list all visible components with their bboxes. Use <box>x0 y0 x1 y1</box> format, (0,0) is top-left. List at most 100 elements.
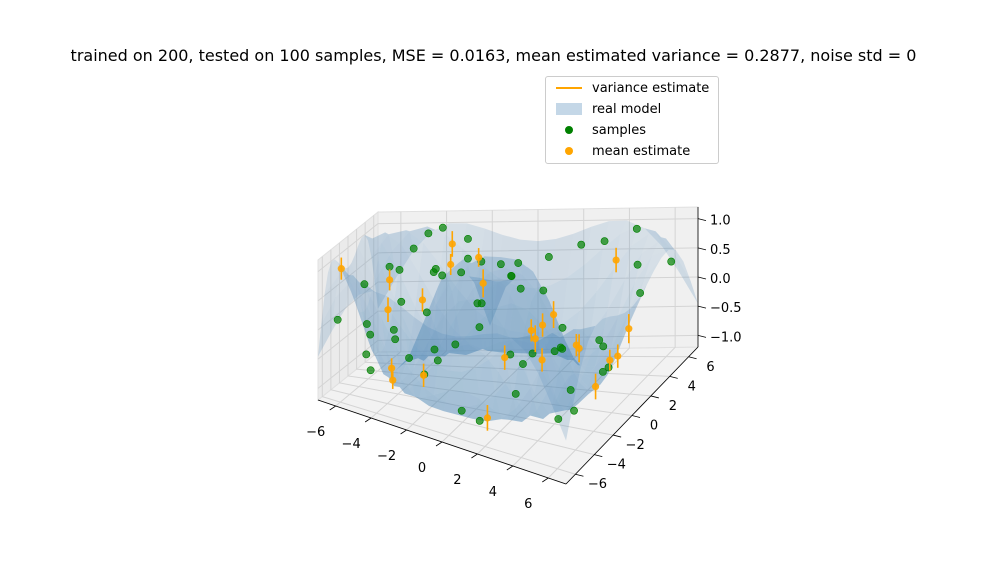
surface-facet <box>552 367 574 441</box>
surface-facet <box>543 402 565 420</box>
surface-facet <box>406 315 427 362</box>
y-tick-label: 4 <box>688 379 696 394</box>
surface-facet <box>478 307 500 349</box>
surface-facet <box>378 242 399 299</box>
surface-facet <box>484 256 506 273</box>
surface-facet <box>572 336 595 383</box>
mean-estimate-point <box>384 306 392 314</box>
surface-facet <box>510 335 532 351</box>
surface-facet <box>429 390 449 412</box>
surface-facet <box>385 230 406 246</box>
mean-estimate-point <box>447 260 455 269</box>
surface-facet <box>501 408 522 422</box>
x-tick <box>364 417 372 423</box>
surface-facet <box>539 324 562 354</box>
y-tick <box>650 395 659 399</box>
sample-point <box>544 253 553 261</box>
surface-facet <box>579 344 602 390</box>
surface-facet <box>372 350 392 377</box>
y-tick <box>631 415 641 418</box>
surface-facet <box>444 341 466 357</box>
surface-facet <box>381 232 403 272</box>
sample-point <box>333 315 342 324</box>
mean-estimate-point <box>388 364 396 372</box>
mean-estimate-point <box>531 335 539 343</box>
surface-facet <box>338 267 357 285</box>
surface-facet <box>533 271 556 324</box>
x-tick <box>506 465 514 471</box>
y-tick-label: −6 <box>588 477 607 492</box>
surface-facet <box>478 353 499 410</box>
y-tick-label: −4 <box>607 458 626 473</box>
mean-estimate-point <box>575 344 583 352</box>
mean-estimate-point <box>419 371 428 379</box>
surface-facet <box>504 330 528 354</box>
surface-facet <box>614 300 638 361</box>
surface-facet <box>400 377 420 399</box>
surface-facet <box>377 294 396 346</box>
surface-facet <box>510 278 532 325</box>
surface-facet <box>385 349 405 394</box>
y-tick <box>594 454 603 458</box>
surface-facet <box>489 268 512 308</box>
sample-point <box>457 268 466 277</box>
surface-facet <box>456 288 478 342</box>
surface-facet <box>398 344 418 384</box>
legend-line-swatch <box>554 81 584 95</box>
surface-facet <box>388 230 410 251</box>
surface-facet <box>634 241 659 283</box>
legend-item-mean-estimate: mean estimate <box>554 142 690 160</box>
surface-facet <box>522 274 545 327</box>
surface-facet <box>455 336 476 372</box>
surface-facet <box>453 298 474 347</box>
x-gridline <box>370 210 448 419</box>
surface-facet <box>596 233 621 292</box>
x-gridline <box>406 210 493 431</box>
surface-facet <box>562 263 586 325</box>
sample-point <box>424 229 433 238</box>
surface-facet <box>469 334 490 369</box>
mean-estimate-point <box>386 276 394 284</box>
surface-facet <box>419 358 439 399</box>
surface-facet <box>390 374 410 394</box>
mean-estimate-point <box>389 376 397 384</box>
sample-point <box>433 356 442 365</box>
surface-facet <box>568 373 592 398</box>
surface-facet <box>342 267 361 304</box>
surface-facet <box>344 267 364 312</box>
surface-facet <box>580 318 603 337</box>
surface-facet <box>411 315 432 355</box>
surface-facet <box>609 307 632 352</box>
surface-facet <box>651 241 676 256</box>
surface-facet <box>405 333 425 388</box>
surface-facet <box>374 260 395 322</box>
surface-facet <box>370 278 391 338</box>
sample-point <box>385 262 394 271</box>
surface-facet <box>328 261 346 273</box>
surface-facet <box>513 359 535 415</box>
surface-facet <box>379 348 400 371</box>
surface-facet <box>449 329 471 356</box>
x-tick-label: 0 <box>418 461 426 476</box>
y-tick <box>688 356 697 360</box>
surface-facet <box>475 263 498 324</box>
surface-facet <box>398 245 420 308</box>
chart-title: trained on 200, tested on 100 samples, M… <box>70 46 917 65</box>
surface-facet <box>371 315 390 375</box>
surface-facet <box>538 293 562 349</box>
surface-facet <box>383 337 404 368</box>
surface-facet <box>435 291 457 345</box>
surface-facet <box>419 350 439 399</box>
surface-facet <box>673 250 698 304</box>
data-marks <box>333 223 676 431</box>
surface-facet <box>638 226 663 247</box>
surface-facet <box>586 350 610 390</box>
surface-facet <box>628 255 652 314</box>
mean-estimate-point <box>612 256 620 264</box>
legend-patch-swatch <box>554 102 584 116</box>
sample-point <box>409 244 418 253</box>
surface-facet <box>588 348 612 375</box>
surface-facet <box>602 220 627 249</box>
sample-point <box>550 347 559 356</box>
surface-facet <box>367 294 388 349</box>
